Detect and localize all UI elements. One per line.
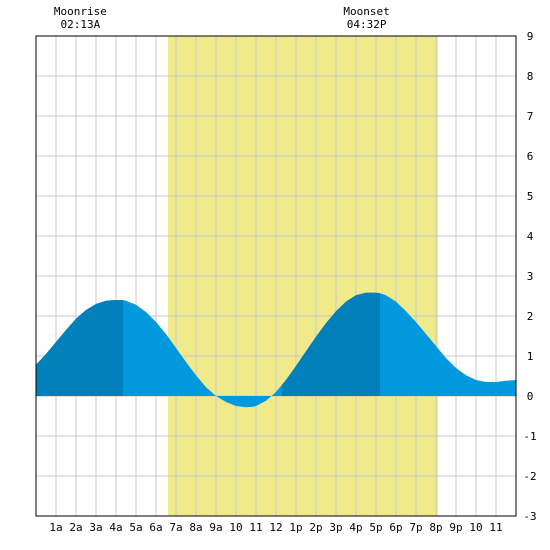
x-tick-label: 11 [489,521,502,534]
y-tick-label: 8 [527,70,534,83]
moon-event-label: Moonset [343,5,389,18]
y-tick-label: -1 [523,430,536,443]
x-tick-label: 3a [89,521,102,534]
tide-fill [36,292,516,408]
moon-event-label: Moonrise [54,5,107,18]
y-tick-label: 7 [527,110,534,123]
y-tick-label: 6 [527,150,534,163]
y-tick-label: -3 [523,510,536,523]
x-tick-label: 5p [369,521,382,534]
moon-event-time: 02:13A [61,18,101,31]
x-tick-label: 9a [209,521,222,534]
x-tick-label: 9p [449,521,462,534]
x-tick-label: 7a [169,521,182,534]
y-tick-label: 9 [527,30,534,43]
x-tick-label: 3p [329,521,342,534]
y-tick-label: 2 [527,310,534,323]
y-tick-label: 5 [527,190,534,203]
y-tick-label: 1 [527,350,534,363]
y-axis-ticks: -3 -2 -1 0 1 2 3 4 5 6 7 8 9 [523,30,536,523]
x-tick-label: 10 [229,521,242,534]
y-tick-label: -2 [523,470,536,483]
x-tick-label: 6a [149,521,162,534]
x-tick-label: 4p [349,521,362,534]
x-tick-label: 11 [249,521,262,534]
x-tick-label: 2p [309,521,322,534]
y-tick-label: 4 [527,230,534,243]
grid [36,36,516,516]
y-tick-label: 3 [527,270,534,283]
x-tick-label: 5a [129,521,142,534]
tide-fill-rising [282,292,380,396]
x-tick-label: 6p [389,521,402,534]
x-tick-label: 8p [429,521,442,534]
x-tick-label: 7p [409,521,422,534]
x-tick-label: 1p [289,521,302,534]
plot-frame [35,35,517,517]
moon-event-time: 04:32P [347,18,387,31]
plot-border [35,35,517,517]
x-tick-label: 1a [49,521,62,534]
x-tick-label: 12 [269,521,282,534]
tide-area [36,292,516,408]
x-tick-label: 4a [109,521,122,534]
x-tick-label: 10 [469,521,482,534]
x-tick-label: 8a [189,521,202,534]
y-tick-label: 0 [527,390,534,403]
x-tick-label: 2a [69,521,82,534]
x-axis-ticks: 1a 2a 3a 4a 5a 6a 7a 8a 9a 10 11 12 1p 2p 3p 4p 5p 6p 7p 8p… [49,521,502,534]
tide-fill-rising [36,300,123,396]
